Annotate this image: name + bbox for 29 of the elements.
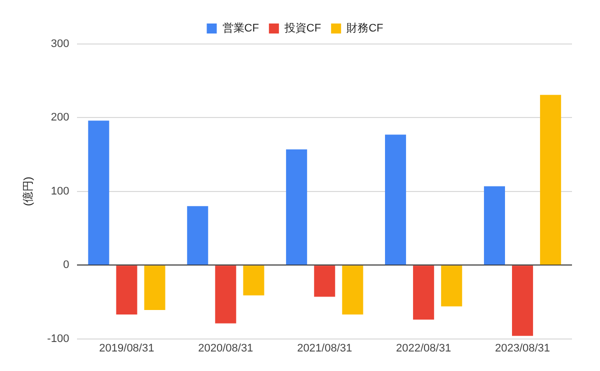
bar [385,134,406,265]
bar [116,266,138,314]
legend-label: 投資CF [283,22,322,35]
y-tick-label: 300 [50,38,70,50]
bar [88,120,110,265]
y-tick-label: 100 [50,185,70,198]
x-tick-label: 2021/08/31 [297,342,352,354]
legend-label: 営業CF [222,22,260,35]
y-axis-title: (億円) [22,176,35,206]
x-tick-label: 2022/08/31 [396,342,452,354]
bar [144,266,166,310]
bar [512,266,534,336]
x-tick-label: 2023/08/31 [494,342,550,354]
bar [215,266,236,324]
y-tick-label: -100 [47,332,70,345]
bar [540,94,562,265]
y-tick-label: 200 [50,112,70,124]
x-tick-label: 2020/08/31 [198,342,254,354]
bar [441,266,462,306]
bar [342,266,364,314]
bar [243,266,264,296]
bar [314,266,336,297]
bar [187,206,208,265]
bar [484,186,505,265]
y-tick-label: 0 [63,259,70,272]
bar [286,149,308,265]
x-tick-label: 2019/08/31 [99,342,154,354]
legend-label: 財務CF [346,22,384,35]
bar [413,266,434,320]
